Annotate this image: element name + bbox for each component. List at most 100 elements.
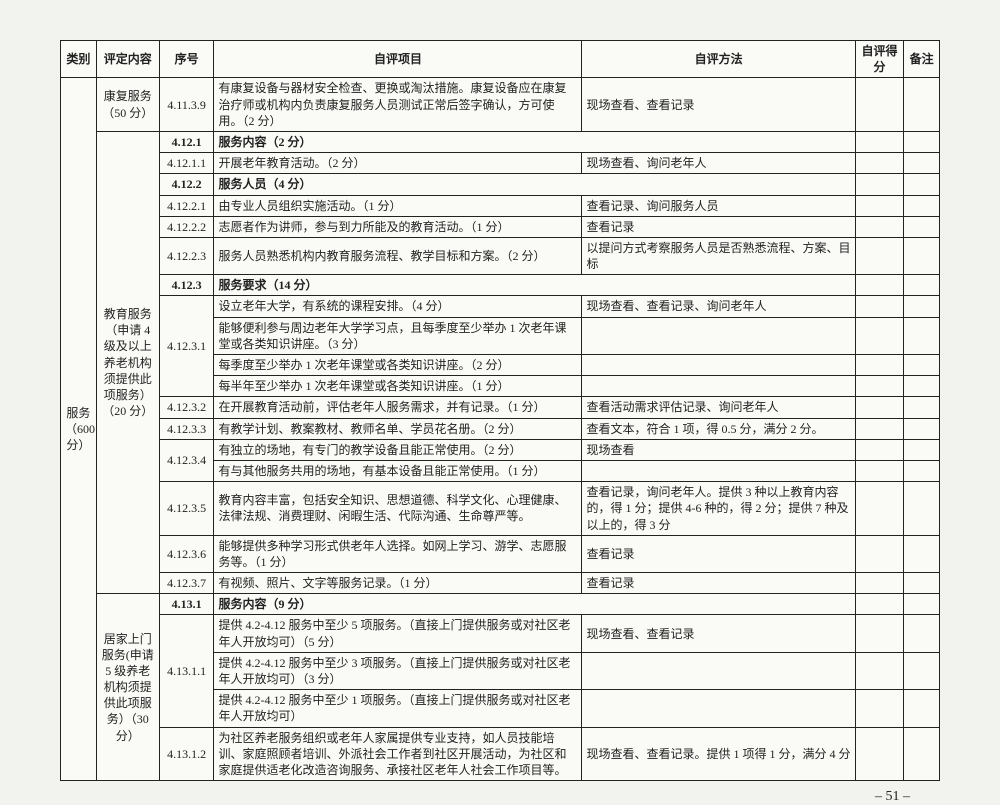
cell-item: 教育内容丰富，包括安全知识、思想道德、科学文化、心理健康、法律法规、消费理财、闲… — [214, 482, 582, 536]
cell-note — [904, 535, 940, 572]
cell-note — [904, 78, 940, 132]
cell-item: 在开展教育活动前，评估老年人服务需求，并有记录。（1 分） — [214, 397, 582, 418]
cell-item: 服务人员（4 分） — [214, 174, 855, 195]
page-number: – 51 – — [60, 781, 940, 805]
cell-note — [904, 460, 940, 481]
col-note: 备注 — [904, 41, 940, 78]
table-row: 4.13.1.2 为社区养老服务组织或老年人家属提供专业支持，如人员技能培训、家… — [61, 727, 940, 781]
cell-group-kangfu: 康复服务（50 分） — [96, 78, 159, 132]
cell-method — [582, 690, 855, 727]
cell-note — [904, 296, 940, 317]
cell-method: 查看记录 — [582, 573, 855, 594]
cell-idx: 4.12.2.3 — [159, 237, 214, 274]
cell-item: 有独立的场地，有专门的教学设备且能正常使用。（2 分） — [214, 439, 582, 460]
table-header-row: 类别 评定内容 序号 自评项目 自评方法 自评得分 备注 — [61, 41, 940, 78]
cell-score — [855, 397, 903, 418]
cell-idx: 4.12.1.1 — [159, 153, 214, 174]
cell-method: 查看记录，询问老年人。提供 3 种以上教育内容的，得 1 分；提供 4-6 种的… — [582, 482, 855, 536]
col-score: 自评得分 — [855, 41, 903, 78]
cell-score — [855, 376, 903, 397]
cell-note — [904, 615, 940, 652]
cell-method: 查看记录 — [582, 535, 855, 572]
cell-idx: 4.13.1.1 — [159, 615, 214, 727]
col-selfitem: 自评项目 — [214, 41, 582, 78]
cell-note — [904, 216, 940, 237]
cell-item: 每季度至少举办 1 次老年课堂或各类知识讲座。（2 分） — [214, 355, 582, 376]
cell-item: 能够便利参与周边老年大学学习点，且每季度至少举办 1 次老年课堂或各类知识讲座。… — [214, 317, 582, 354]
cell-note — [904, 174, 940, 195]
table-row: 4.12.2.2 志愿者作为讲师，参与到力所能及的教育活动。（1 分） 查看记录 — [61, 216, 940, 237]
cell-method — [582, 652, 855, 689]
cell-note — [904, 237, 940, 274]
cell-idx: 4.12.3.2 — [159, 397, 214, 418]
cell-idx: 4.13.1 — [159, 594, 214, 615]
cell-idx: 4.12.3.3 — [159, 418, 214, 439]
cell-item: 有视频、照片、文字等服务记录。（1 分） — [214, 573, 582, 594]
cell-item: 能够提供多种学习形式供老年人选择。如网上学习、游学、志愿服务等。（1 分） — [214, 535, 582, 572]
table-row: 4.12.2.3 服务人员熟悉机构内教育服务流程、教学目标和方案。（2 分） 以… — [61, 237, 940, 274]
table-row: 教育服务（申请 4 级及以上养老机构须提供此项服务）（20 分） 4.12.1 … — [61, 131, 940, 152]
cell-method: 现场查看、查看记录 — [582, 78, 855, 132]
cell-method: 查看活动需求评估记录、询问老年人 — [582, 397, 855, 418]
col-evalcontent: 评定内容 — [96, 41, 159, 78]
cell-idx: 4.12.2.2 — [159, 216, 214, 237]
cell-note — [904, 355, 940, 376]
cell-method: 现场查看、查看记录 — [582, 615, 855, 652]
cell-note — [904, 275, 940, 296]
cell-score — [855, 216, 903, 237]
cell-item: 志愿者作为讲师，参与到力所能及的教育活动。（1 分） — [214, 216, 582, 237]
cell-group-jujia: 居家上门服务(申请 5 级养老机构须提供此项服务）（30 分） — [96, 594, 159, 781]
cell-method: 现场查看、查看记录、询问老年人 — [582, 296, 855, 317]
cell-idx: 4.12.2 — [159, 174, 214, 195]
cell-item: 服务要求（14 分） — [214, 275, 855, 296]
table-row: 4.12.3.5 教育内容丰富，包括安全知识、思想道德、科学文化、心理健康、法律… — [61, 482, 940, 536]
cell-score — [855, 131, 903, 152]
cell-note — [904, 397, 940, 418]
table-row: 居家上门服务(申请 5 级养老机构须提供此项服务）（30 分） 4.13.1 服… — [61, 594, 940, 615]
cell-note — [904, 652, 940, 689]
cell-item: 有康复设备与器材安全检查、更换或淘汰措施。康复设备应在康复治疗师或机构内负责康复… — [214, 78, 582, 132]
cell-note — [904, 153, 940, 174]
cell-method: 现场查看、询问老年人 — [582, 153, 855, 174]
cell-note — [904, 573, 940, 594]
table-row: 4.12.2.1 由专业人员组织实施活动。（1 分） 查看记录、询问服务人员 — [61, 195, 940, 216]
cell-idx: 4.12.2.1 — [159, 195, 214, 216]
cell-note — [904, 418, 940, 439]
cell-category: 服务（600 分） — [61, 78, 97, 781]
cell-item: 每半年至少举办 1 次老年课堂或各类知识讲座。（1 分） — [214, 376, 582, 397]
cell-score — [855, 174, 903, 195]
cell-note — [904, 376, 940, 397]
col-index: 序号 — [159, 41, 214, 78]
cell-score — [855, 355, 903, 376]
table-row: 4.12.3.6 能够提供多种学习形式供老年人选择。如网上学习、游学、志愿服务等… — [61, 535, 940, 572]
cell-score — [855, 153, 903, 174]
table-row: 4.12.2 服务人员（4 分） — [61, 174, 940, 195]
cell-item: 有教学计划、教案教材、教师名单、学员花名册。（2 分） — [214, 418, 582, 439]
col-category: 类别 — [61, 41, 97, 78]
cell-item: 服务人员熟悉机构内教育服务流程、教学目标和方案。（2 分） — [214, 237, 582, 274]
cell-score — [855, 690, 903, 727]
cell-method: 查看记录 — [582, 216, 855, 237]
cell-item: 有与其他服务共用的场地，有基本设备且能正常使用。（1 分） — [214, 460, 582, 481]
table-row: 4.12.3.4 有独立的场地，有专门的教学设备且能正常使用。（2 分） 现场查… — [61, 439, 940, 460]
cell-score — [855, 78, 903, 132]
cell-item: 开展老年教育活动。（2 分） — [214, 153, 582, 174]
cell-idx: 4.11.3.9 — [159, 78, 214, 132]
cell-item: 提供 4.2-4.12 服务中至少 5 项服务。（直接上门提供服务或对社区老年人… — [214, 615, 582, 652]
cell-group-jiaoyu: 教育服务（申请 4 级及以上养老机构须提供此项服务）（20 分） — [96, 131, 159, 593]
cell-note — [904, 690, 940, 727]
cell-idx: 4.12.3.4 — [159, 439, 214, 481]
cell-score — [855, 237, 903, 274]
cell-method — [582, 317, 855, 354]
cell-idx: 4.12.1 — [159, 131, 214, 152]
col-method: 自评方法 — [582, 41, 855, 78]
cell-method — [582, 460, 855, 481]
cell-note — [904, 727, 940, 781]
cell-score — [855, 317, 903, 354]
cell-item: 设立老年大学，有系统的课程安排。（4 分） — [214, 296, 582, 317]
cell-method: 现场查看、查看记录。提供 1 项得 1 分，满分 4 分 — [582, 727, 855, 781]
cell-item: 服务内容（9 分） — [214, 594, 855, 615]
table-row: 4.12.3 服务要求（14 分） — [61, 275, 940, 296]
cell-method: 查看文本，符合 1 项，得 0.5 分，满分 2 分。 — [582, 418, 855, 439]
cell-score — [855, 275, 903, 296]
